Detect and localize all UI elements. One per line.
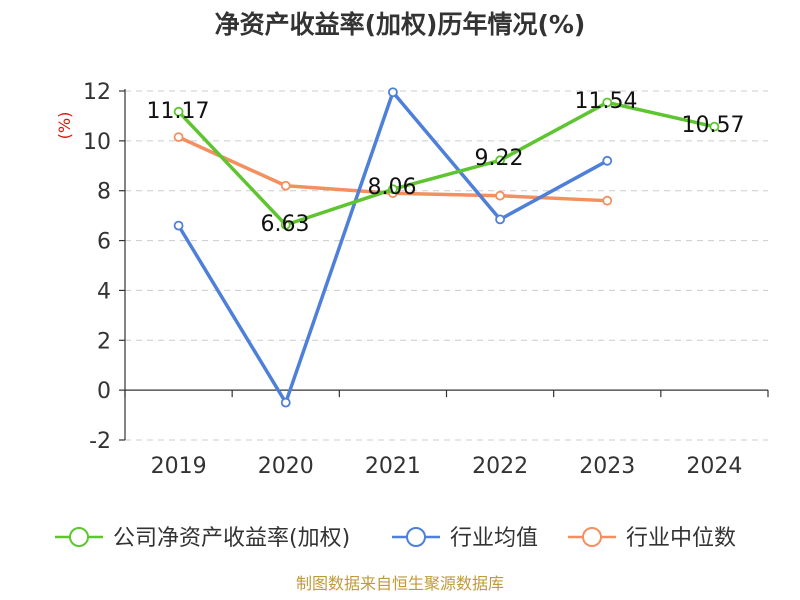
- legend-label: 行业均值: [450, 526, 538, 551]
- legend-item-1[interactable]: 行业均值: [392, 526, 538, 551]
- data-point: [173, 106, 184, 117]
- y-tick-label: 0: [97, 379, 111, 404]
- x-tick-label: 2021: [365, 454, 421, 479]
- data-point: [280, 180, 291, 191]
- y-axis-label: (%): [55, 112, 74, 140]
- legend-marker: [69, 527, 89, 547]
- legend-label: 行业中位数: [626, 526, 736, 551]
- legend-item-0[interactable]: 公司净资产收益率(加权): [55, 526, 350, 551]
- data-point: [602, 195, 613, 206]
- data-point: [495, 155, 505, 166]
- x-tick-label: 2020: [258, 454, 314, 479]
- legend-marker: [406, 527, 426, 547]
- y-tick-label: 2: [97, 329, 111, 354]
- x-tick-label: 2019: [151, 454, 207, 479]
- legend: 公司净资产收益率(加权) 行业均值 行业中位数: [55, 526, 736, 551]
- axes: -2 0 2 4 6 8 10 12 2019 2020 2021 2022 2023 2024: [83, 80, 769, 479]
- data-label: 9.22: [475, 146, 524, 171]
- legend-label: 公司净资产收益率(加权): [113, 526, 350, 551]
- y-tick-label: 4: [97, 279, 111, 304]
- y-tick-label: 6: [97, 230, 111, 255]
- data-point: [495, 214, 505, 225]
- series-lines: [173, 87, 720, 408]
- data-label: 11.17: [147, 99, 210, 124]
- data-point: [280, 397, 291, 408]
- legend-marker: [582, 527, 602, 547]
- x-tick-label: 2023: [579, 454, 635, 479]
- x-tick-label: 2022: [472, 454, 528, 479]
- chart-title: 净资产收益率(加权)历年情况(%): [215, 10, 586, 39]
- gridlines: [125, 90, 768, 441]
- data-point: [388, 184, 398, 195]
- data-labels: 11.17 6.63 8.06 9.22 11.54 10.57: [147, 89, 745, 237]
- data-point: [173, 220, 184, 231]
- data-point: [602, 97, 613, 108]
- data-label: 11.54: [575, 89, 638, 114]
- data-point: [388, 87, 398, 98]
- data-label: 8.06: [368, 175, 417, 200]
- y-tick-label: 12: [83, 80, 111, 105]
- data-point: [709, 121, 720, 132]
- data-label: 10.57: [682, 113, 745, 138]
- data-label: 6.63: [261, 212, 310, 237]
- y-tick-label: -2: [89, 429, 111, 454]
- y-tick-label: 10: [83, 130, 111, 155]
- data-point: [495, 190, 505, 201]
- data-point: [173, 132, 184, 143]
- data-point: [280, 219, 291, 230]
- data-point: [602, 155, 613, 166]
- source-note: 制图数据来自恒生聚源数据库: [296, 574, 504, 593]
- legend-item-2[interactable]: 行业中位数: [568, 526, 736, 551]
- y-tick-label: 8: [97, 180, 111, 205]
- series-line-0: [177, 100, 715, 227]
- x-tick-label: 2024: [686, 454, 742, 479]
